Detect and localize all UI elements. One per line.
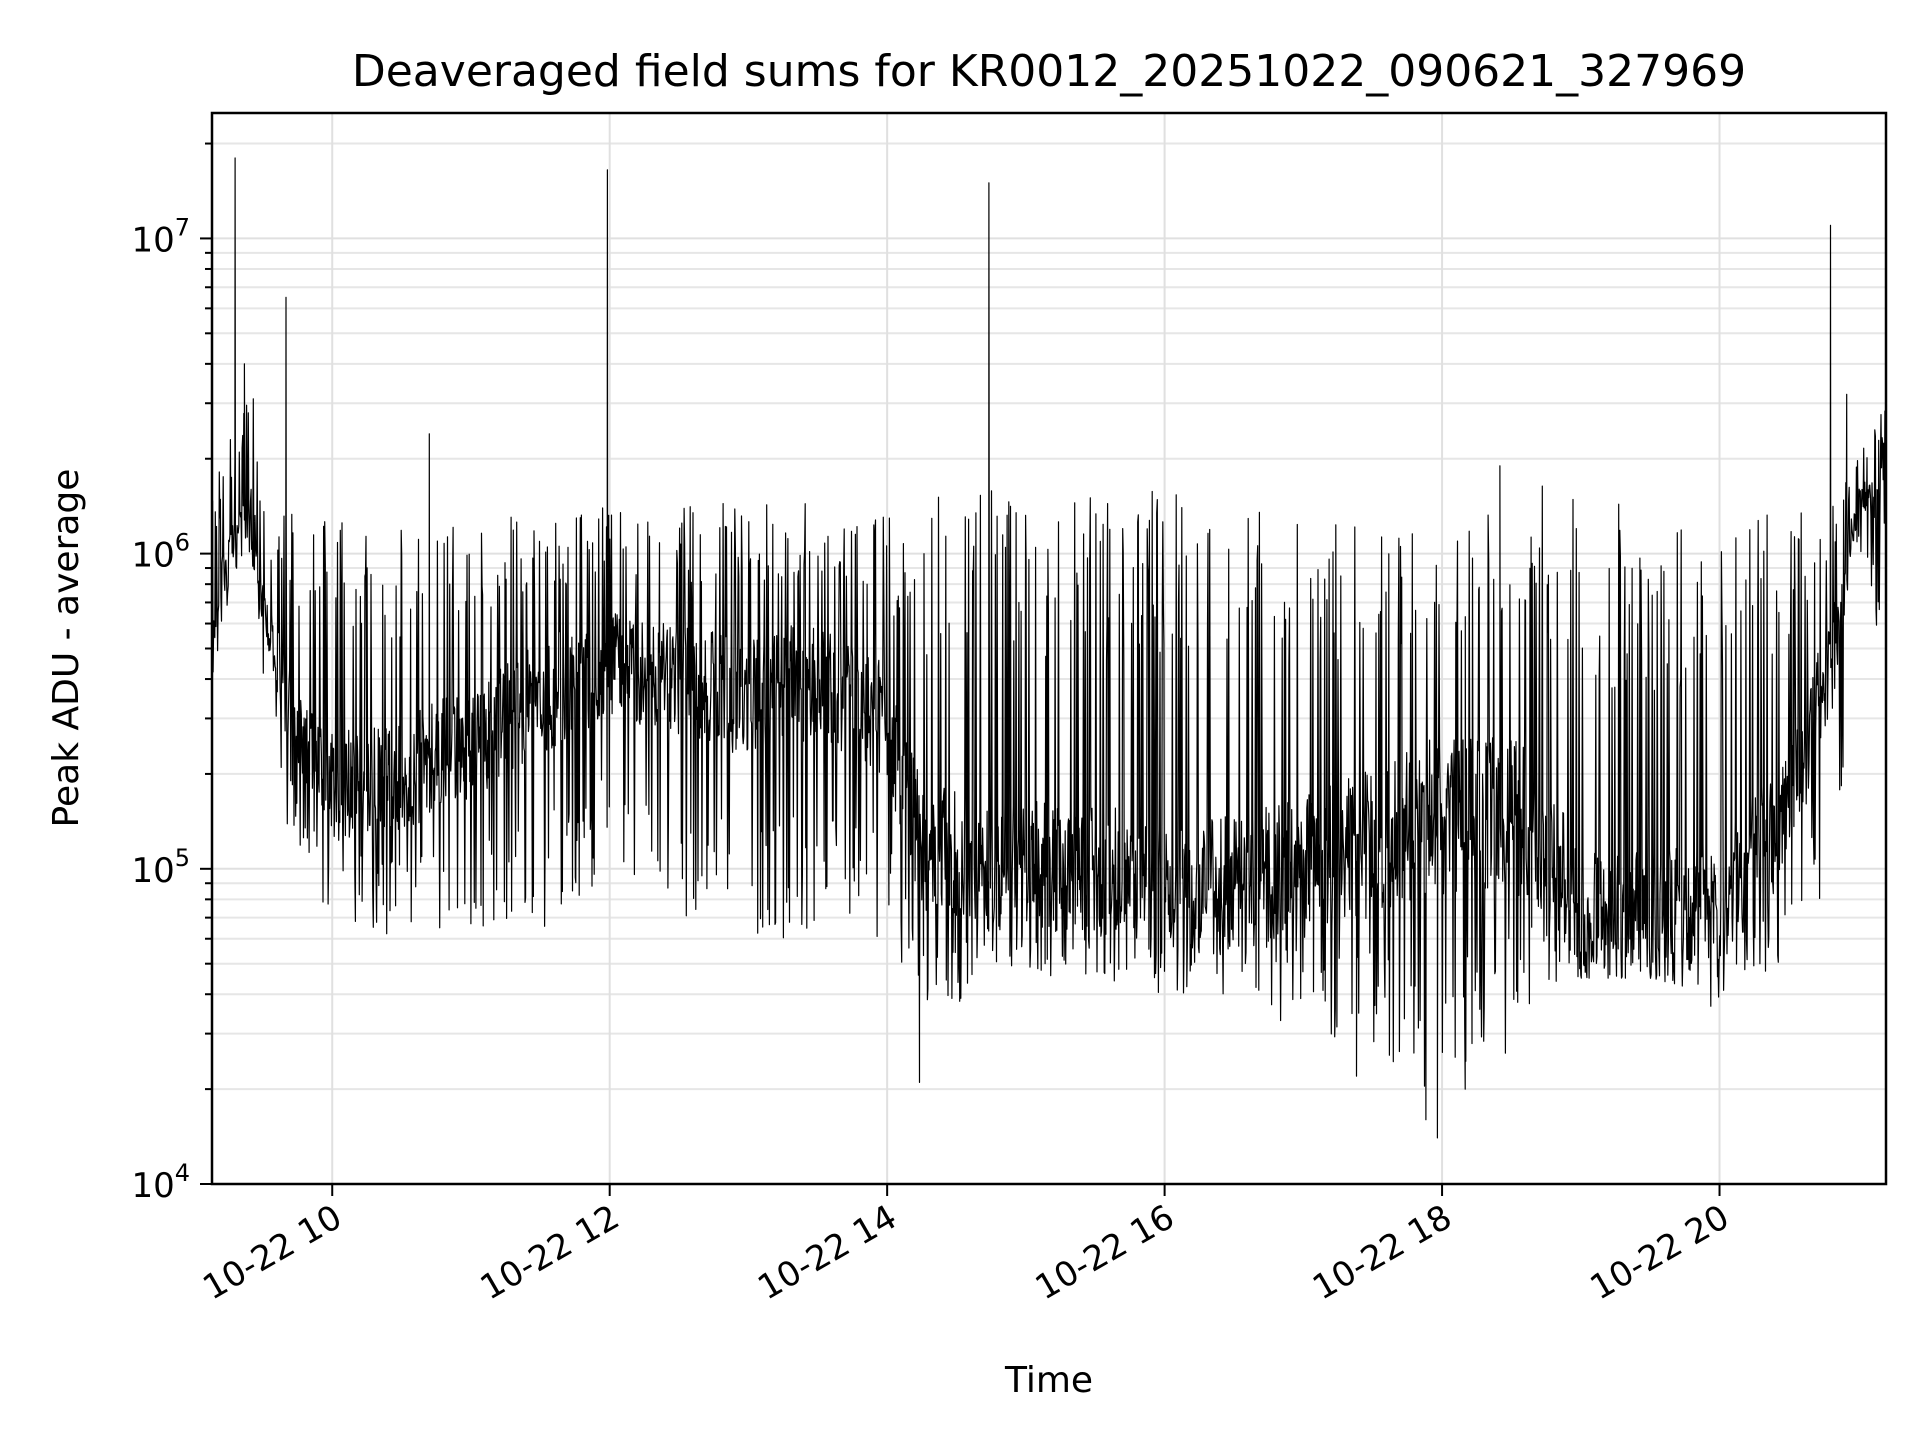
series-line [211, 157, 1887, 1139]
chart-title: Deaveraged field sums for KR0012_2025102… [352, 46, 1746, 97]
y-tick-label: 106 [131, 529, 190, 576]
y-axis-label: Peak ADU - average [46, 469, 87, 828]
x-tick-label: 10-22 16 [1029, 1197, 1181, 1308]
x-tick-label: 10-22 14 [751, 1197, 903, 1308]
x-tick-label: 10-22 18 [1306, 1197, 1458, 1308]
x-tick-label: 10-22 20 [1584, 1197, 1736, 1308]
x-tick-label: 10-22 10 [196, 1197, 348, 1308]
y-tick-label: 107 [131, 213, 190, 260]
y-tick-label: 105 [131, 844, 190, 891]
y-tick-label: 104 [131, 1159, 190, 1206]
x-tick-label: 10-22 12 [474, 1197, 626, 1308]
x-axis-label: Time [1004, 1360, 1093, 1401]
